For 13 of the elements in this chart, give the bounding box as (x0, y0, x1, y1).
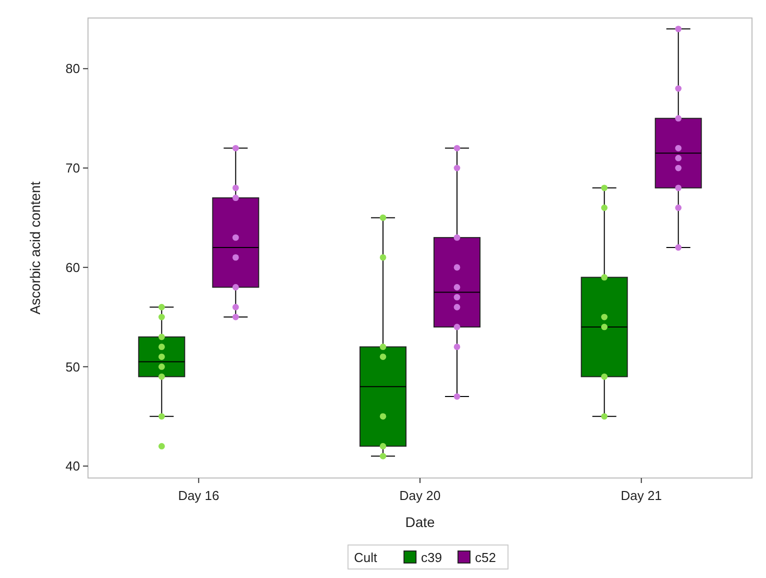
x-axis-title: Date (405, 514, 435, 530)
x-tick-label: Day 20 (399, 488, 441, 503)
legend-label: c52 (475, 550, 496, 565)
x-tick-label: Day 21 (620, 488, 662, 503)
y-axis-title: Ascorbic acid content (27, 181, 43, 315)
x-tick-label: Day 16 (178, 488, 220, 503)
y-tick-label: 40 (66, 458, 80, 474)
legend-title: Cult (354, 550, 378, 565)
y-tick-label: 70 (66, 160, 80, 176)
y-tick-label: 50 (66, 359, 80, 374)
legend-label: c39 (421, 550, 442, 565)
y-tick-label: 80 (66, 61, 80, 76)
y-tick-label: 60 (66, 260, 80, 275)
